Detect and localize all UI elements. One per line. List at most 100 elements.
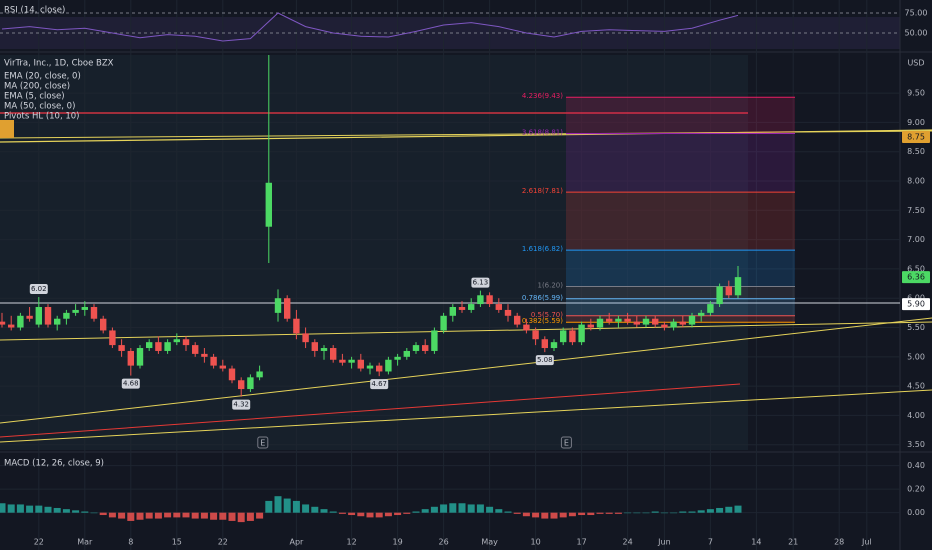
macd-bar <box>81 511 89 513</box>
candle-body <box>302 333 309 343</box>
candle-body <box>339 359 346 363</box>
x-tick-label: 15 <box>172 538 182 547</box>
macd-bar <box>651 511 659 513</box>
pivot-label: 4.67 <box>371 380 387 388</box>
y-tick-label: 6.50 <box>907 264 925 273</box>
candle-body <box>532 330 539 340</box>
macd-bar <box>0 503 6 513</box>
macd-bar <box>660 512 668 514</box>
y-tick-label: 3.50 <box>907 440 925 449</box>
candle-body <box>274 298 282 313</box>
macd-bar <box>375 512 383 518</box>
fib-label: 1.618(6.82) <box>522 245 563 253</box>
candle-body <box>679 321 686 325</box>
macd-bar <box>219 512 227 520</box>
macd-bar <box>384 512 392 517</box>
marks: 3.504.004.505.005.506.006.507.007.508.00… <box>0 9 930 547</box>
fib-label: 0.382(5.59) <box>522 317 563 325</box>
candle-body <box>569 330 576 343</box>
pivot-label: 5.08 <box>537 356 553 364</box>
trend-line <box>0 389 932 443</box>
candle-body <box>146 342 153 349</box>
candle-body <box>330 348 337 360</box>
pivot-label: 6.13 <box>473 279 489 287</box>
candle-body <box>707 304 714 313</box>
candle-body <box>311 342 318 351</box>
candle-body <box>403 350 410 357</box>
pivot-box <box>535 355 554 366</box>
earnings-label: E <box>260 439 265 448</box>
candle-body <box>698 312 705 316</box>
macd-bar <box>329 511 337 513</box>
candle-body <box>155 342 162 351</box>
macd-bar <box>624 512 632 514</box>
fib-label: 3.618(8.81) <box>522 129 563 137</box>
fib-band <box>566 97 795 134</box>
candle-body <box>670 321 677 328</box>
macd-bar <box>26 505 34 513</box>
x-tick-label: 12 <box>347 538 357 547</box>
y-tick-label: 75.00 <box>905 9 928 18</box>
candle-body <box>72 309 79 313</box>
macd-bar <box>706 509 714 513</box>
candle-body <box>81 307 88 310</box>
macd-bar <box>62 509 70 513</box>
indicator: Pivots HL (10, 10) <box>4 112 80 122</box>
pivot-label: 4.68 <box>123 380 139 388</box>
macd-bar <box>210 512 218 520</box>
macd-bar <box>338 512 346 514</box>
candle-body <box>495 304 502 310</box>
y-tick-label: 0.20 <box>907 485 925 494</box>
candle-body <box>541 339 548 349</box>
candle-body <box>127 350 134 366</box>
macd-bar <box>642 512 650 514</box>
candle-body <box>228 368 236 381</box>
y-tick-label: 7.50 <box>907 206 925 215</box>
y-tick-label: 0.00 <box>907 508 925 517</box>
macd-bar <box>136 512 144 520</box>
macd-bar <box>246 512 254 521</box>
x-tick-label: May <box>481 538 498 547</box>
candle-body <box>192 345 199 354</box>
indicator: EMA (5, close) <box>4 92 65 102</box>
pivot-box <box>370 379 389 390</box>
candle-body <box>440 315 447 331</box>
macd-bar <box>7 504 15 513</box>
rsi-line <box>1 12 739 42</box>
macd-bar <box>228 512 236 521</box>
y-tick-label: 8.00 <box>907 177 925 186</box>
macd-title: MACD (12, 26, close, 9) <box>4 459 104 469</box>
candle-body <box>90 307 98 319</box>
candle-body <box>716 286 723 305</box>
macd-bar <box>532 512 540 518</box>
candle-body <box>422 345 429 351</box>
macd-bar <box>467 504 475 513</box>
macd-bar <box>513 512 521 514</box>
candle-body <box>550 342 558 349</box>
macd-bar <box>679 511 687 513</box>
fib-label: 2.618(7.81) <box>522 187 563 195</box>
y-tick-label: 5.00 <box>907 352 925 361</box>
candle-body <box>219 365 226 369</box>
trend-line <box>0 317 932 424</box>
macd-bar <box>44 506 52 513</box>
candle-body <box>385 359 392 372</box>
candle-body <box>265 182 272 227</box>
fib-label: 0.5(5.70) <box>531 311 563 319</box>
x-tick-label: 24 <box>623 538 633 547</box>
candle-body <box>661 324 668 328</box>
price-tag <box>902 131 930 144</box>
x-tick-label: 22 <box>34 538 44 547</box>
macd-bar <box>559 512 567 518</box>
macd-bar <box>108 512 116 518</box>
x-tick-label: 28 <box>834 538 844 547</box>
candle-body <box>449 307 456 316</box>
candle-body <box>17 315 24 328</box>
macd-bar <box>394 512 402 516</box>
indicator: MA (50, close, 0) <box>4 102 75 112</box>
macd-bar <box>486 506 494 513</box>
candle-body <box>8 324 15 328</box>
macd-bar <box>145 512 153 519</box>
candle-body <box>26 315 33 319</box>
